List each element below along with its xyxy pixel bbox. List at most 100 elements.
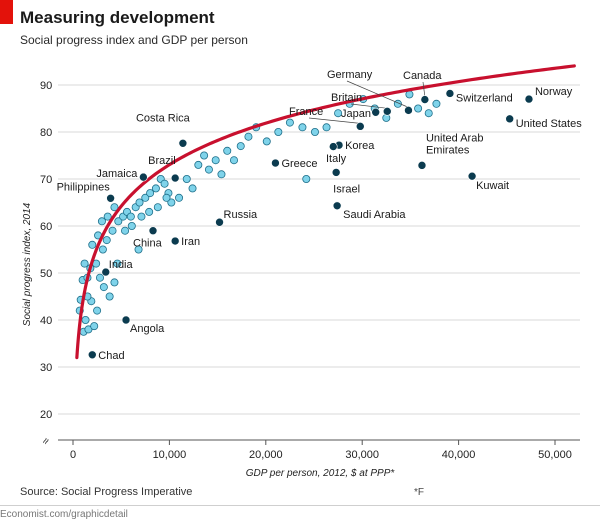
highlighted-country-point xyxy=(101,267,111,277)
country-point xyxy=(414,104,423,113)
country-point xyxy=(302,174,311,183)
highlighted-country-point xyxy=(178,138,188,148)
country-point xyxy=(88,240,97,249)
x-tick-label: 20,000 xyxy=(249,449,283,461)
country-point xyxy=(424,109,433,118)
country-label: Brazil xyxy=(148,155,176,167)
highlighted-country-point xyxy=(371,107,380,117)
country-point xyxy=(204,165,213,174)
highlighted-country-point xyxy=(524,94,534,104)
country-label: China xyxy=(133,238,163,250)
label-leader xyxy=(346,80,409,108)
country-label: Philippines xyxy=(57,181,111,193)
x-tick-label: 40,000 xyxy=(442,449,476,461)
country-point xyxy=(137,212,146,221)
country-point xyxy=(127,221,136,230)
country-label: United Arab xyxy=(426,132,483,144)
highlighted-country-point xyxy=(170,236,180,246)
highlighted-country-point xyxy=(445,89,455,98)
country-point xyxy=(145,207,154,216)
country-label: Jamaica xyxy=(96,168,138,180)
y-tick-label: 80 xyxy=(40,127,52,139)
country-point xyxy=(105,292,114,301)
brand-tab xyxy=(0,0,13,24)
country-label: Greece xyxy=(281,158,317,170)
country-label: Korea xyxy=(345,140,375,152)
country-point xyxy=(113,259,122,268)
country-point xyxy=(90,322,99,331)
country-point xyxy=(285,118,294,127)
country-point xyxy=(121,226,130,235)
axis-break-symbol: ≈ xyxy=(40,436,53,447)
x-tick-label: 10,000 xyxy=(153,449,187,461)
y-tick-label: 90 xyxy=(40,80,52,92)
country-point xyxy=(194,160,203,169)
x-axis-title: GDP per person, 2012, $ at PPP* xyxy=(246,468,396,479)
footer-rule xyxy=(0,505,600,506)
country-label: Saudi Arabia xyxy=(343,209,406,221)
highlighted-country-point xyxy=(215,217,224,227)
country-point xyxy=(167,198,176,207)
country-point xyxy=(114,217,123,226)
y-axis-title: Social progress index, 2014 xyxy=(22,202,33,326)
chart-title: Measuring development xyxy=(20,8,215,27)
country-point xyxy=(93,306,102,315)
highlighted-country-point xyxy=(332,201,342,211)
country-point xyxy=(146,189,155,198)
country-point xyxy=(211,156,220,165)
country-point xyxy=(217,170,226,179)
country-point xyxy=(81,315,90,324)
country-label: Britain xyxy=(331,92,362,104)
country-point xyxy=(262,137,271,146)
highlighted-country-point xyxy=(106,193,115,203)
credit-link[interactable]: Economist.com/graphicdetail xyxy=(0,509,128,520)
highlighted-country-point xyxy=(331,168,341,177)
label-leader xyxy=(308,117,361,124)
country-point xyxy=(162,193,171,202)
y-tick-label: 70 xyxy=(40,174,52,186)
country-point xyxy=(244,132,253,141)
highlighted-country-point xyxy=(328,142,338,151)
country-point xyxy=(99,283,108,292)
highlighted-country-point xyxy=(420,95,430,104)
country-label: Russia xyxy=(224,209,259,221)
country-point xyxy=(98,245,107,254)
y-tick-label: 20 xyxy=(40,409,52,421)
country-point xyxy=(298,123,307,132)
footnote-marker: *F xyxy=(414,487,424,498)
country-point xyxy=(110,203,119,212)
highlighted-country-point xyxy=(121,315,131,325)
y-tick-label: 30 xyxy=(40,362,52,374)
x-tick-label: 50,000 xyxy=(538,449,572,461)
x-tick-label: 0 xyxy=(70,449,76,461)
country-point xyxy=(229,156,238,165)
country-point xyxy=(134,245,143,254)
country-label: United States xyxy=(516,118,583,130)
country-point xyxy=(80,259,89,268)
chart-subtitle: Social progress index and GDP per person xyxy=(20,33,248,47)
country-point xyxy=(103,212,112,221)
country-label: Iran xyxy=(181,236,200,248)
country-point xyxy=(108,226,117,235)
country-point xyxy=(274,127,283,136)
country-point xyxy=(182,174,191,183)
country-label: Canada xyxy=(403,70,442,82)
country-label: France xyxy=(289,106,323,118)
country-label: Switzerland xyxy=(456,92,513,104)
highlighted-country-point xyxy=(505,114,514,124)
label-leader xyxy=(422,81,426,97)
country-point xyxy=(102,236,111,245)
highlighted-country-point xyxy=(170,173,180,183)
highlighted-country-point xyxy=(404,106,413,115)
country-point xyxy=(334,109,343,118)
trend-curve xyxy=(75,64,576,360)
country-point xyxy=(200,151,209,160)
country-label: Emirates xyxy=(426,144,470,156)
country-point xyxy=(95,273,104,282)
label-leader xyxy=(350,103,388,109)
country-label: Kuwait xyxy=(476,180,509,192)
country-point xyxy=(151,184,160,193)
highlighted-country-point xyxy=(417,161,427,170)
highlighted-country-point xyxy=(139,172,148,182)
